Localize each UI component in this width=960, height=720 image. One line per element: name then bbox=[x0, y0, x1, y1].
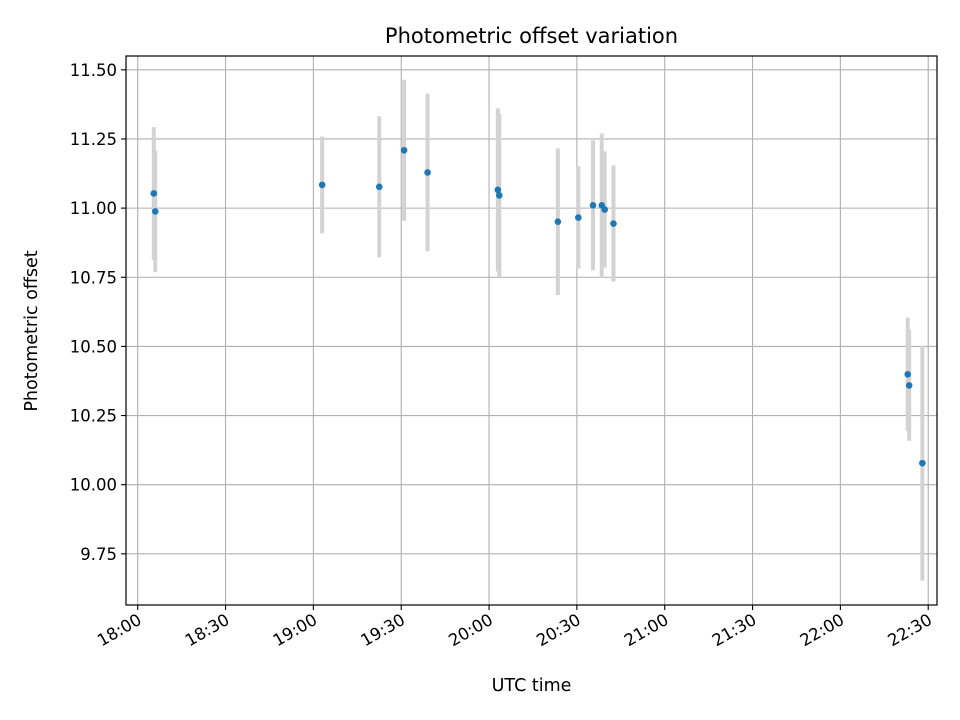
data-point bbox=[375, 183, 383, 191]
y-tick-label: 11.25 bbox=[70, 130, 117, 149]
data-points bbox=[150, 147, 926, 467]
data-point bbox=[494, 186, 502, 194]
data-point bbox=[554, 218, 562, 225]
y-axis: 9.75 10.00 10.25 10.50 10.75 11.00 11.25 11.50 bbox=[70, 61, 126, 564]
y-axis-title: Photometric offset bbox=[22, 250, 42, 411]
chart-title: Photometric offset variation bbox=[385, 24, 678, 48]
data-point bbox=[318, 181, 326, 189]
data-point bbox=[905, 382, 913, 389]
y-tick-label: 10.50 bbox=[70, 337, 117, 356]
data-point bbox=[919, 459, 926, 467]
y-tick-label: 11.50 bbox=[70, 61, 117, 80]
data-point bbox=[575, 214, 582, 221]
y-tick-label: 10.25 bbox=[70, 407, 117, 426]
y-tick-label: 10.75 bbox=[70, 268, 117, 287]
x-axis-title: UTC time bbox=[492, 676, 572, 696]
data-point bbox=[495, 192, 503, 199]
data-point bbox=[424, 169, 431, 176]
data-point bbox=[904, 371, 912, 378]
y-tick-label: 11.00 bbox=[70, 199, 117, 218]
y-tick-label: 9.75 bbox=[80, 545, 117, 564]
y-tick-label: 10.00 bbox=[70, 476, 117, 495]
data-point bbox=[400, 147, 408, 154]
data-point bbox=[150, 190, 158, 197]
data-point bbox=[589, 202, 597, 209]
data-point bbox=[610, 220, 617, 227]
grid bbox=[126, 56, 937, 605]
data-point bbox=[151, 208, 159, 215]
plot-frame bbox=[125, 55, 938, 606]
data-point bbox=[601, 206, 608, 213]
